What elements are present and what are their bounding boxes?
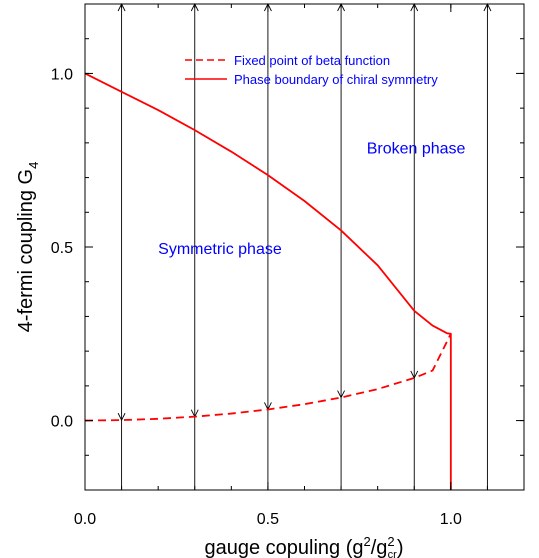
series-line-1 [84, 72, 452, 490]
legend-label-phase-boundary: Phase boundary of chiral symmetry [234, 72, 438, 87]
flow-arrow-4 [410, 370, 419, 379]
y-axis-title: 4-fermi coupling G4 [15, 162, 41, 333]
y-tick-label-1: 0.5 [51, 240, 73, 257]
annotation-broken-phase: Broken phase [367, 140, 466, 157]
x-tick-label-2: 1.0 [440, 511, 462, 528]
series-layer [84, 72, 452, 490]
x-axis-title: gauge copuling (g2/g2 cr) [204, 534, 403, 558]
flow-arrow-3 [337, 390, 345, 399]
tick-labels: 0.0 0.5 1.0 0.0 0.5 1.0 [51, 66, 462, 528]
x-tick-label-0: 0.0 [74, 511, 96, 528]
legend-label-fixed-point: Fixed point of beta function [234, 53, 390, 68]
series-line-0 [84, 333, 452, 422]
y-tick-label-0: 0.0 [51, 414, 73, 431]
flow-arrow-0 [117, 412, 126, 422]
legend: Fixed point of beta function Phase bound… [185, 53, 438, 87]
y-tick-label-2: 1.0 [51, 66, 73, 83]
axis-ticks [84, 4, 524, 490]
annotation-symmetric-phase: Symmetric phase [158, 241, 282, 258]
x-tick-label-1: 0.5 [257, 511, 279, 528]
